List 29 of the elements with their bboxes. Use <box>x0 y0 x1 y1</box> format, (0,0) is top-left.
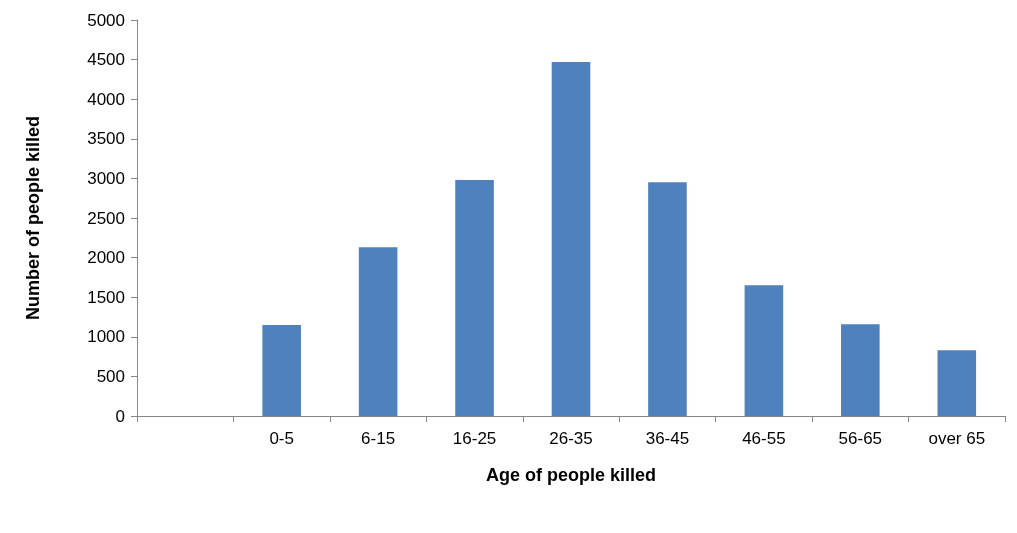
x-tick-label: 0-5 <box>269 429 294 448</box>
x-tick-label: 36-45 <box>645 429 690 448</box>
bar <box>937 350 977 416</box>
y-tick-label: 1000 <box>87 327 125 347</box>
bar <box>551 61 591 416</box>
bar <box>841 324 880 416</box>
y-tick-label: 0 <box>115 406 125 426</box>
y-tick-label: 5000 <box>87 10 125 30</box>
y-tick-label: 1500 <box>87 287 125 307</box>
x-tick-label: 26-35 <box>549 429 593 448</box>
y-tick-label: 2500 <box>87 208 125 228</box>
x-tick-label: 6-15 <box>361 429 396 448</box>
bar <box>358 247 398 416</box>
bar <box>455 179 494 416</box>
x-tick-label: 56-65 <box>838 429 883 448</box>
y-tick-label: 4000 <box>87 89 125 109</box>
y-axis-title: Number of people killed <box>23 115 43 321</box>
bar <box>744 285 784 416</box>
y-tick-label: 3500 <box>87 129 125 149</box>
x-tick-label: 16-25 <box>452 429 497 448</box>
y-tick-label: 4500 <box>87 50 125 70</box>
bar <box>262 324 301 416</box>
x-tick-label: 46-55 <box>742 429 786 448</box>
y-tick-label: 3000 <box>87 168 125 188</box>
x-axis-title: Age of people killed <box>485 465 657 485</box>
y-tick-label: 500 <box>96 366 125 386</box>
x-tick-label: over 65 <box>928 429 986 448</box>
bar <box>648 182 687 416</box>
y-tick-label: 2000 <box>87 248 125 268</box>
